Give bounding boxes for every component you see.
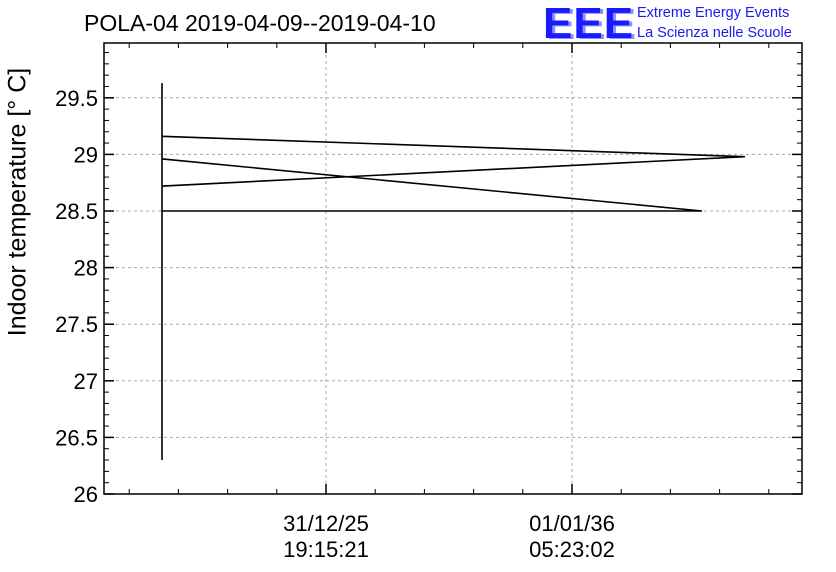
x-tick-label-time: 19:15:21: [283, 537, 369, 562]
axis-ticks: [104, 43, 802, 495]
eee-logo: EEE: [543, 0, 635, 48]
plot-frame: [103, 42, 803, 495]
y-tick-label: 28: [74, 256, 98, 281]
organization-line-1: Extreme Energy Events: [637, 5, 790, 21]
y-tick-label: 26.5: [55, 425, 98, 450]
x-tick-label-time: 05:23:02: [529, 537, 615, 562]
temperature-series-line: [161, 83, 745, 460]
y-tick-label: 29.5: [55, 86, 98, 111]
y-tick-label: 27.5: [55, 312, 98, 337]
y-tick-labels: 26 26.5 27 27.5 28 28.5 29 29.5: [55, 86, 98, 507]
organization-line-2: La Scienza nelle Scuole: [637, 25, 792, 41]
grid-lines: [104, 43, 802, 494]
x-tick-label-date: 31/12/25: [283, 511, 369, 536]
series-lines: [161, 83, 745, 460]
y-tick-label: 29: [74, 142, 98, 167]
y-tick-label: 28.5: [55, 199, 98, 224]
organization-text: Extreme Energy Events La Scienza nelle S…: [637, 3, 792, 43]
chart-title: POLA-04 2019-04-09--2019-04-10: [84, 10, 436, 36]
y-tick-label: 26: [74, 482, 98, 507]
y-tick-label: 27: [74, 369, 98, 394]
x-tick-label-date: 01/01/36: [529, 511, 615, 536]
